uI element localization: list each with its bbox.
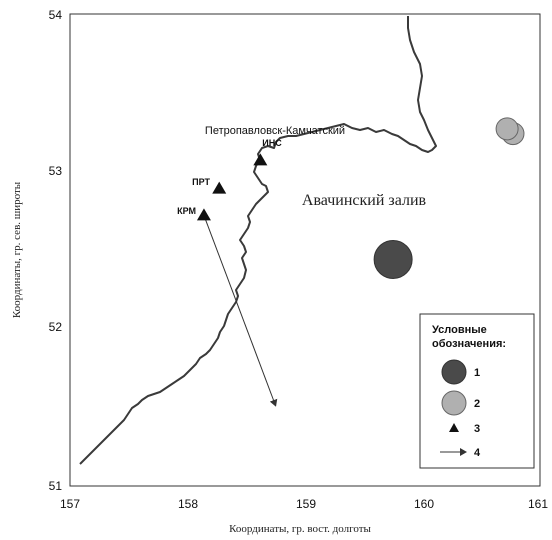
legend-item-1-number: 1 bbox=[474, 367, 480, 379]
legend-item-2-number: 2 bbox=[474, 398, 480, 410]
y-tick-51: 51 bbox=[49, 479, 63, 493]
legend-dark-circle-icon bbox=[441, 359, 467, 385]
legend-title-line2: обозначения: bbox=[432, 338, 506, 350]
direction-vector-arrow bbox=[203, 215, 278, 407]
source-type1-marker bbox=[373, 239, 413, 279]
x-tick-161: 161 bbox=[528, 497, 548, 511]
y-axis-title: Координаты, гр. сев. широты bbox=[11, 181, 23, 318]
station-krm-label: КРМ bbox=[177, 206, 196, 216]
station-ins-label: ИНС bbox=[262, 138, 282, 148]
x-tick-160: 160 bbox=[414, 497, 434, 511]
bay-label: Авачинский залив bbox=[302, 192, 427, 209]
x-tick-157: 157 bbox=[60, 497, 80, 511]
station-ins-triangle bbox=[253, 153, 268, 166]
x-tick-158: 158 bbox=[178, 497, 198, 511]
city-label: Петропавловск-Камчатский bbox=[205, 125, 345, 137]
x-axis-ticks: 157 158 159 160 161 bbox=[60, 497, 548, 511]
legend-item-4-number: 4 bbox=[474, 447, 481, 459]
station-krm-triangle bbox=[196, 208, 211, 221]
legend-box bbox=[419, 313, 535, 469]
legend-item-3-number: 3 bbox=[474, 423, 480, 435]
legend-title-line1: Условные bbox=[432, 324, 487, 336]
source-type2-marker-front bbox=[495, 117, 519, 141]
y-tick-52: 52 bbox=[49, 320, 63, 334]
station-prt-triangle bbox=[212, 181, 227, 194]
x-tick-159: 159 bbox=[296, 497, 316, 511]
legend-triangle-icon bbox=[449, 423, 459, 432]
station-prt-label: ПРТ bbox=[192, 177, 210, 187]
legend-light-circle-icon bbox=[441, 390, 467, 416]
legend: Условные обозначения: 1 2 3 4 bbox=[419, 313, 535, 469]
x-axis-title: Координаты, гр. вост. долготы bbox=[229, 523, 371, 535]
y-tick-53: 53 bbox=[49, 164, 63, 178]
kamchatka-coastline bbox=[79, 16, 437, 465]
y-axis-ticks: 54 53 52 51 bbox=[49, 8, 63, 493]
y-tick-54: 54 bbox=[49, 8, 63, 22]
